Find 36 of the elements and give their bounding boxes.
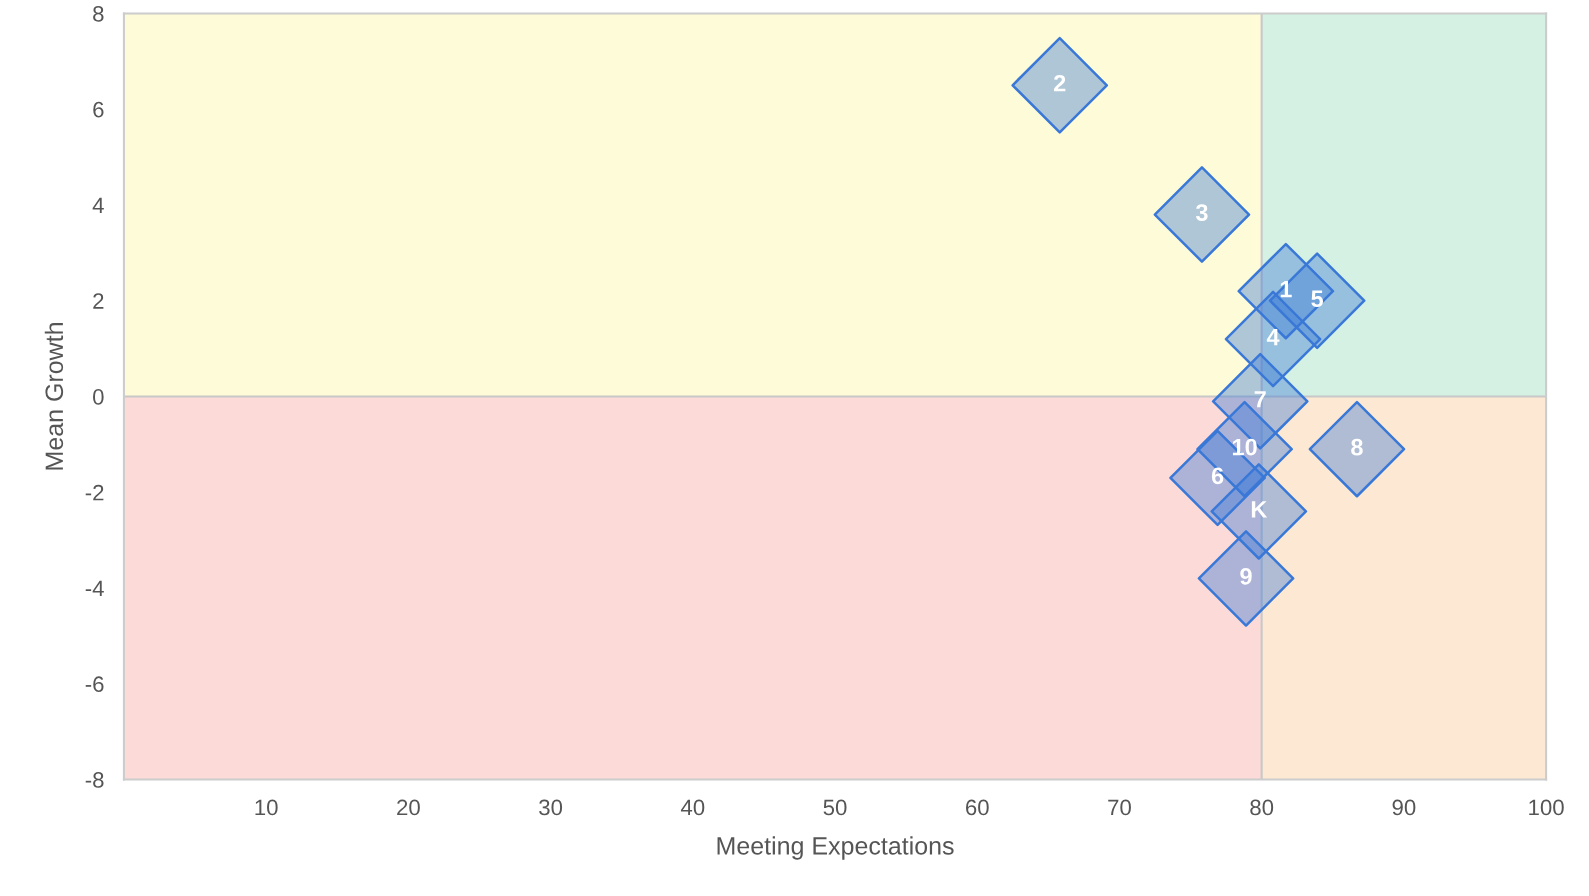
- y-tick-label: -2: [85, 484, 104, 501]
- annotation: 6: [1211, 467, 1224, 485]
- annotation: 7: [1254, 391, 1266, 408]
- y-tick-label: 2: [93, 293, 104, 309]
- x-tick-label: 100: [1529, 799, 1564, 816]
- point: [1153, 166, 1251, 263]
- point: [1210, 463, 1308, 560]
- annotation: 8: [1351, 438, 1363, 456]
- x-tick-label: 50: [823, 799, 847, 816]
- y-tick-label: -8: [85, 772, 104, 788]
- y-tick-label: 0: [93, 389, 104, 405]
- annotation: 1: [1280, 281, 1292, 298]
- point: [1011, 36, 1109, 134]
- x-tick-label: 80: [1250, 799, 1274, 816]
- x-axis-title: Meeting Expectations: [717, 836, 954, 860]
- annotation: 5: [1311, 290, 1324, 308]
- x-tick-label: 70: [1108, 799, 1131, 816]
- point: [1308, 400, 1406, 498]
- x-tick-label: 90: [1392, 799, 1416, 816]
- annotation: 4: [1266, 328, 1280, 346]
- annotation: 9: [1240, 568, 1252, 585]
- y-tick-label: 6: [93, 101, 104, 118]
- y-tick-label: -4: [85, 580, 104, 597]
- point: [1268, 252, 1366, 350]
- annotation: 3: [1195, 204, 1208, 221]
- x-tick-label: 30: [539, 799, 563, 816]
- annotation: 2: [1053, 74, 1066, 92]
- x-tick-label: 10: [255, 799, 278, 816]
- y-tick-label: -6: [85, 676, 104, 693]
- annotation: K: [1251, 501, 1268, 518]
- y-tick-label: 4: [92, 197, 104, 214]
- y-tick-label: 8: [93, 5, 104, 22]
- x-tick-label: 20: [397, 799, 420, 816]
- y-axis-title: Mean Growth: [44, 323, 64, 470]
- x-tick-label: 40: [680, 799, 705, 816]
- x-tick-label: 60: [966, 799, 989, 816]
